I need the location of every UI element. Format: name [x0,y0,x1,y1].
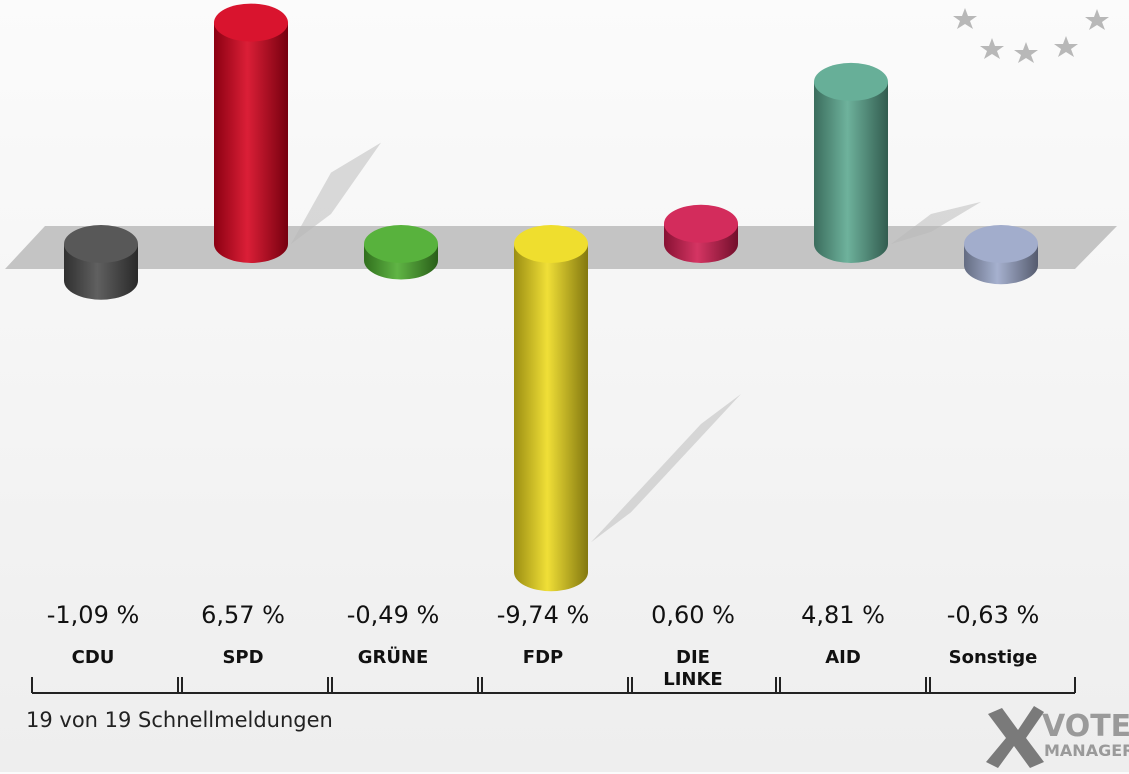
value-label: 4,81 % [801,601,885,629]
bar-cdu [64,225,138,300]
logo-line2: MANAGER [1044,741,1129,760]
bar-aid [814,62,888,263]
category-label: DIE LINKE [663,647,722,690]
bar-shadow [891,201,981,244]
category-label: GRÜNE [358,646,429,668]
value-label: 6,57 % [201,601,285,629]
ballot-cross-icon [986,706,1044,768]
bar-fdp [514,225,588,592]
vote-manager-logo: VOTE MANAGER [982,700,1129,770]
bar-grüne [364,225,438,280]
bar-shadow [291,142,381,244]
value-label: -0,63 % [947,601,1040,629]
bar-shadow [591,394,741,543]
category-bracket [31,677,1076,694]
bar-die-linke [664,204,738,263]
bar-sonstige [964,225,1038,285]
bar-spd [214,3,288,263]
logo-line1: VOTE [1042,709,1129,744]
category-label: FDP [523,647,563,668]
category-label: SPD [222,647,263,668]
category-label: Sonstige [949,647,1038,668]
footer-note: 19 von 19 Schnellmeldungen [26,708,333,732]
value-label: -1,09 % [47,601,140,629]
category-label: AID [825,647,861,668]
category-label: CDU [72,647,115,668]
value-label: -0,49 % [347,601,440,629]
value-label: 0,60 % [651,601,735,629]
stars-icon [948,4,1118,74]
value-label: -9,74 % [497,601,590,629]
